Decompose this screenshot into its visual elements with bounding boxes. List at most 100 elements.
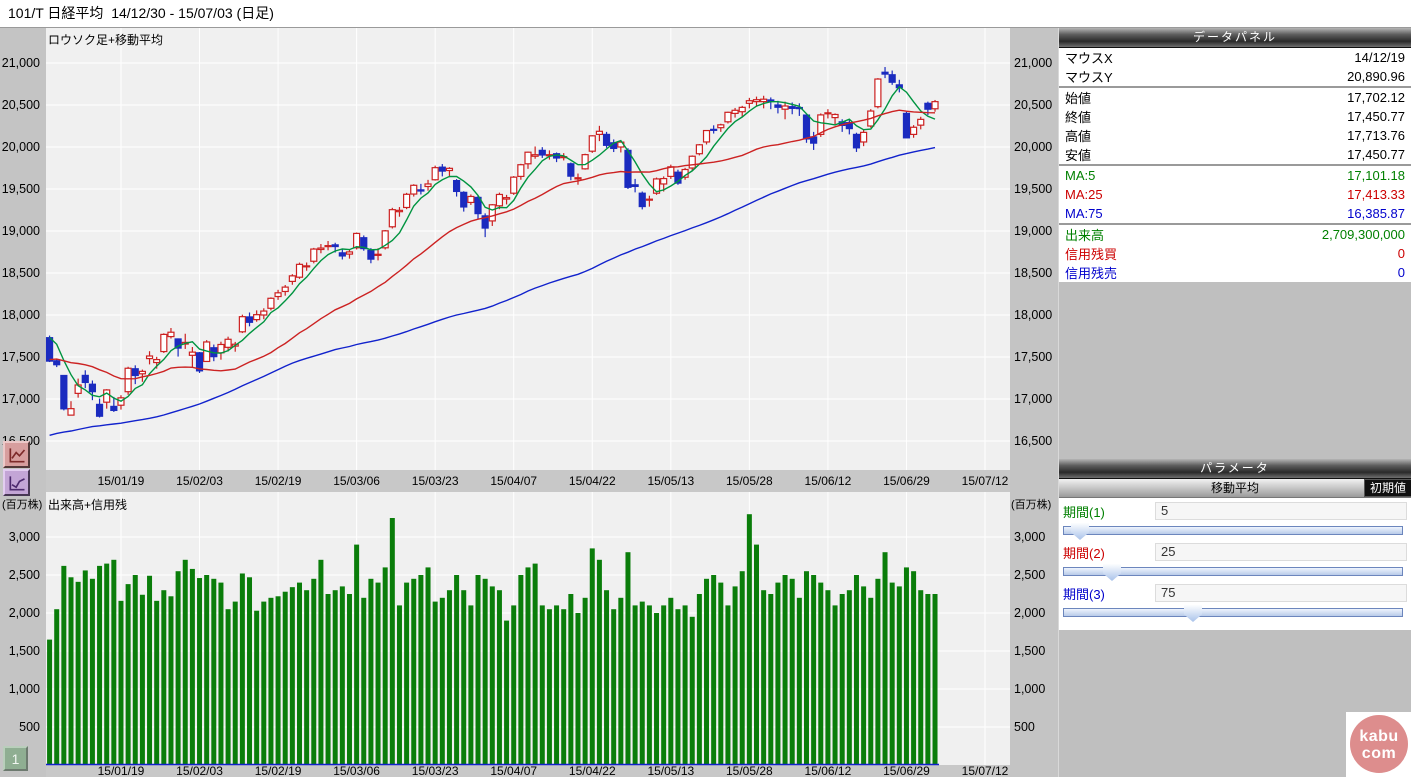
param-value-input[interactable]: 5	[1155, 502, 1407, 520]
date-axis-label: 15/04/22	[569, 764, 616, 777]
window-title: 101/T 日経平均 14/12/30 - 15/07/03 (日足)	[0, 0, 1411, 28]
param-slider[interactable]	[1063, 604, 1407, 622]
parameter-panel: パラメータ 移動平均 初期値 期間(1) 5	[1059, 459, 1411, 630]
indicator-name: 移動平均	[1210, 481, 1259, 495]
price-axis-label-right: 18,500	[1014, 266, 1052, 280]
row-label: 始値	[1065, 91, 1092, 106]
reset-defaults-button[interactable]: 初期値	[1363, 479, 1411, 497]
slider-handle[interactable]	[1184, 605, 1202, 622]
price-axis-label-right: 19,500	[1014, 182, 1052, 196]
price-axis-label-right: 20,500	[1014, 98, 1052, 112]
data-row-high: 高値 17,713.76	[1059, 126, 1411, 145]
param-label: 期間(3)	[1063, 586, 1105, 602]
date-axis-label: 15/06/29	[883, 474, 930, 488]
param-group-2: 期間(2) 25	[1059, 542, 1411, 583]
volume-axis-label-left: 2,000	[9, 606, 40, 620]
price-axis-label-left: 18,500	[2, 266, 40, 280]
date-axis-label: 15/03/06	[333, 764, 380, 777]
slider-track[interactable]	[1063, 526, 1403, 535]
volume-bars	[47, 514, 938, 765]
date-axis-label: 15/03/23	[412, 474, 459, 488]
candlesticks	[45, 67, 939, 418]
mini-chart-icon	[5, 473, 28, 493]
divider	[1059, 223, 1411, 225]
price-axis-label-left: 20,500	[2, 98, 40, 112]
date-axis-label: 15/01/19	[98, 764, 145, 777]
charts-canvas[interactable]: 16,50016,50017,00017,00017,50017,50018,0…	[0, 28, 1058, 777]
date-axis-label: 15/02/03	[176, 474, 223, 488]
slider-handle[interactable]	[1071, 523, 1089, 540]
row-label: 安値	[1065, 148, 1092, 163]
date-axis-label: 15/05/13	[647, 474, 694, 488]
row-value: 17,101.18	[1347, 168, 1405, 183]
divider	[1059, 164, 1411, 166]
data-row-close: 終値 17,450.77	[1059, 107, 1411, 126]
price-axis-label-right: 19,000	[1014, 224, 1052, 238]
slider-handle[interactable]	[1103, 564, 1121, 581]
kabu-com-logo: kabu com	[1346, 712, 1411, 777]
param-value-input[interactable]: 75	[1155, 584, 1407, 602]
row-label: マウスY	[1065, 70, 1113, 85]
slider-track[interactable]	[1063, 608, 1403, 617]
row-label: MA:5	[1065, 168, 1096, 183]
data-row-ma25: MA:25 17,413.33	[1059, 185, 1411, 204]
volume-axis-label-left: 1,500	[9, 644, 40, 658]
row-value: 0	[1397, 246, 1405, 261]
data-row-open: 始値 17,702.12	[1059, 88, 1411, 107]
row-value: 14/12/19	[1354, 50, 1405, 65]
parameter-panel-header: パラメータ	[1059, 459, 1411, 479]
param-label: 期間(2)	[1063, 545, 1105, 561]
date-axis-label: 15/04/07	[490, 764, 537, 777]
price-axis-label-right: 20,000	[1014, 140, 1052, 154]
price-axis-label-right: 18,000	[1014, 308, 1052, 322]
row-label: 終値	[1065, 110, 1092, 125]
row-value: 17,450.77	[1347, 109, 1405, 124]
line-style-button[interactable]	[3, 469, 30, 496]
data-row-ma5: MA:5 17,101.18	[1059, 166, 1411, 185]
date-axis-label: 15/05/28	[726, 474, 773, 488]
param-group-1: 期間(1) 5	[1059, 501, 1411, 542]
price-chart-title: ロウソク足+移動平均	[48, 33, 164, 47]
date-axis-label: 15/02/03	[176, 764, 223, 777]
page-1-button[interactable]: 1	[3, 746, 28, 771]
ma25-line	[49, 109, 936, 380]
row-label: 出来高	[1065, 228, 1105, 243]
price-axis-label-left: 17,500	[2, 350, 40, 364]
logo-circle: kabu com	[1350, 715, 1408, 773]
logo-text-2: com	[1361, 744, 1397, 762]
date-axis-label: 15/02/19	[255, 764, 302, 777]
ma5-line	[49, 85, 936, 402]
volume-axis-label-left: 2,500	[9, 568, 40, 582]
ma75-line	[49, 146, 936, 436]
row-value: 17,702.12	[1347, 90, 1405, 105]
data-panel: マウスX 14/12/19 マウスY 20,890.96 始値 17,702.1…	[1059, 48, 1411, 282]
data-row-margin-buy: 信用残買 0	[1059, 244, 1411, 263]
param-group-3: 期間(3) 75	[1059, 583, 1411, 624]
param-value-input[interactable]: 25	[1155, 543, 1407, 561]
data-row-volume: 出来高 2,709,300,000	[1059, 225, 1411, 244]
date-axis-label: 15/06/12	[805, 764, 852, 777]
volume-unit-right: (百万株)	[1011, 499, 1052, 511]
param-slider[interactable]	[1063, 563, 1407, 581]
price-axis-label-right: 17,500	[1014, 350, 1052, 364]
row-value: 17,413.33	[1347, 187, 1405, 202]
row-value: 16,385.87	[1347, 206, 1405, 221]
volume-axis-label-left: 1,000	[9, 682, 40, 696]
row-value: 17,450.77	[1347, 147, 1405, 162]
date-axis-label: 15/06/29	[883, 764, 930, 777]
volume-axis-label-right: 2,000	[1014, 606, 1045, 620]
data-row-ma75: MA:75 16,385.87	[1059, 204, 1411, 223]
logo-text-1: kabu	[1359, 728, 1399, 745]
param-slider[interactable]	[1063, 522, 1407, 540]
data-panel-header: データパネル	[1059, 28, 1411, 48]
row-label: MA:25	[1065, 187, 1103, 202]
volume-axis-label-right: 3,000	[1014, 530, 1045, 544]
volume-unit-left: (百万株)	[2, 499, 43, 511]
date-axis-label: 15/03/06	[333, 474, 380, 488]
row-value: 2,709,300,000	[1321, 227, 1405, 242]
row-value: 20,890.96	[1347, 69, 1405, 84]
row-label: 高値	[1065, 129, 1092, 144]
candlestick-style-button[interactable]	[3, 441, 30, 468]
slider-track[interactable]	[1063, 567, 1403, 576]
